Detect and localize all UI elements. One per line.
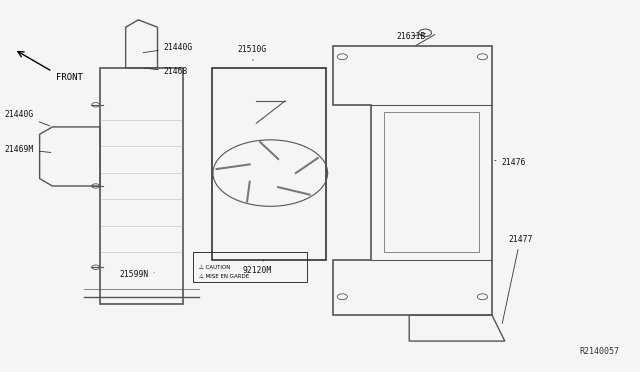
Text: FRONT: FRONT (56, 73, 83, 82)
Text: 21440G: 21440G (143, 43, 193, 53)
Text: 21468: 21468 (145, 67, 188, 76)
Text: 21510G: 21510G (237, 45, 266, 61)
Text: 21631B: 21631B (396, 32, 426, 41)
Text: 21469M: 21469M (4, 145, 51, 154)
Text: R2140057: R2140057 (579, 347, 620, 356)
Text: 21599N: 21599N (119, 270, 154, 279)
Text: 21440G: 21440G (4, 109, 50, 126)
Text: 21476: 21476 (495, 157, 526, 167)
Bar (193, 253, 307, 282)
Text: ⚠ MISE EN GARDE: ⚠ MISE EN GARDE (199, 274, 249, 279)
Text: ⚠ CAUTION: ⚠ CAUTION (199, 265, 230, 270)
Text: 92120M: 92120M (243, 260, 271, 275)
Text: 21477: 21477 (502, 235, 532, 324)
